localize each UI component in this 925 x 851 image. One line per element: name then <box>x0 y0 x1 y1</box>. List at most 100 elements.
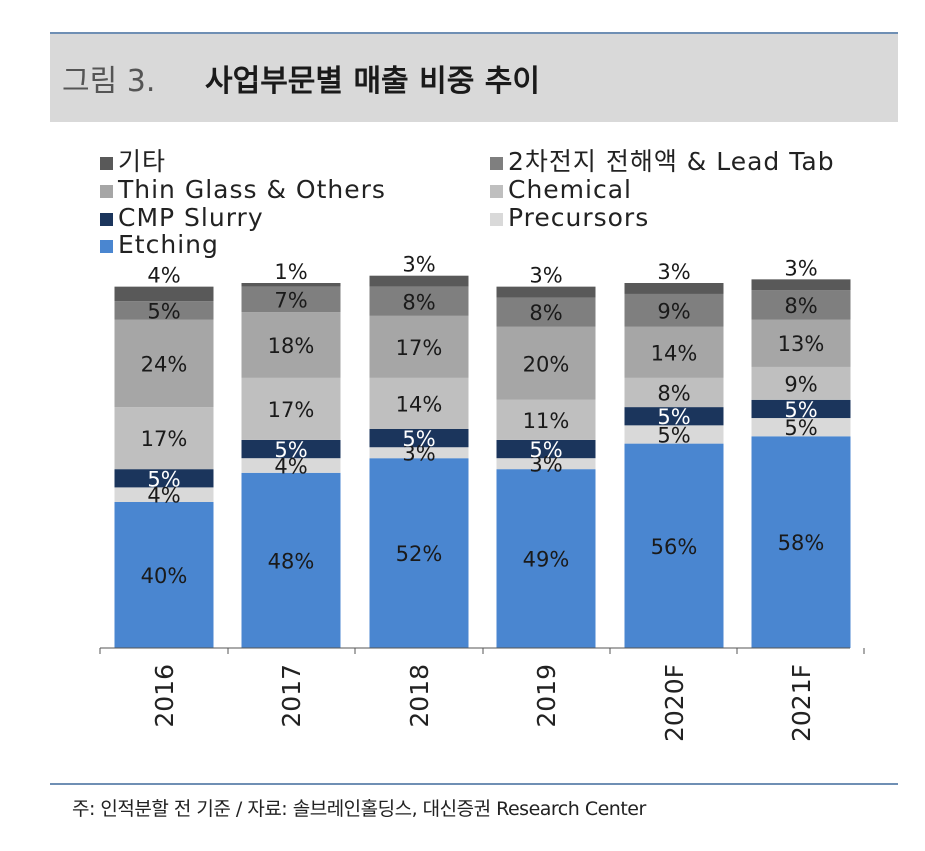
chart-data-labels: 40%4%5%17%24%5%4%48%4%5%17%18%7%1%52%3%5… <box>141 253 825 588</box>
bar-segment-2차전지-전해액-lead-tab-2018 <box>369 286 469 316</box>
data-label-precursors-2021f: 5% <box>784 416 817 440</box>
legend-label: Etching <box>118 230 219 259</box>
data-label-precursors-2018: 3% <box>402 442 435 466</box>
bar-segment-cmp-slurry-2016 <box>114 469 214 488</box>
data-label-chemical-2019: 11% <box>523 409 570 433</box>
data-label-etching-2019: 49% <box>523 548 570 572</box>
data-label-cmp-slurry-2021f: 5% <box>784 398 817 422</box>
bar-segment-thin-glass-others-2018 <box>369 315 469 378</box>
data-label-precursors-2020f: 5% <box>657 423 690 447</box>
data-label-chemical-2020f: 8% <box>657 382 690 406</box>
legend-label: CMP Slurry <box>118 203 264 232</box>
data-label-precursors-2016: 4% <box>147 484 180 508</box>
data-label-etching-2017: 48% <box>268 549 315 573</box>
bar-segment-chemical-2017 <box>241 377 341 440</box>
data-label-cmp-slurry-2017: 5% <box>274 438 307 462</box>
bar-segment-etching-2021f <box>751 436 851 648</box>
legend-swatch <box>490 157 503 170</box>
data-label-chemical-2018: 14% <box>396 392 443 416</box>
bar-segment-etching-2018 <box>369 458 469 648</box>
bar-segment-chemical-2016 <box>114 407 214 470</box>
data-label-thin-glass-others-2019: 20% <box>523 352 570 376</box>
data-label-precursors-2019: 3% <box>529 453 562 477</box>
bar-segment-thin-glass-others-2017 <box>241 312 341 378</box>
data-label-2차전지-전해액-lead-tab-2016: 5% <box>147 299 180 323</box>
legend-label: 기타 <box>118 147 166 176</box>
bar-segment-etching-2016 <box>114 502 214 648</box>
figure-title: 사업부문별 매출 비중 추이 <box>205 64 540 99</box>
bar-segment-2차전지-전해액-lead-tab-2020f <box>624 293 724 327</box>
legend-item-precursors: Precursors <box>490 203 649 232</box>
data-label-기타-2017: 1% <box>274 260 307 284</box>
bar-segment-cmp-slurry-2021f <box>751 399 851 419</box>
data-label-thin-glass-others-2018: 17% <box>396 336 443 360</box>
bar-segment-chemical-2019 <box>496 399 596 440</box>
data-label-2차전지-전해액-lead-tab-2017: 7% <box>274 288 307 312</box>
figure-label: 그림 3. <box>62 64 156 99</box>
data-label-precursors-2017: 4% <box>274 455 307 479</box>
bar-segment-etching-2017 <box>241 472 341 648</box>
legend-swatch <box>100 157 113 170</box>
x-tick-label-2020f: 2020F <box>660 664 689 742</box>
data-label-etching-2020f: 56% <box>651 535 698 559</box>
data-label-cmp-slurry-2019: 5% <box>529 438 562 462</box>
data-label-cmp-slurry-2018: 5% <box>402 427 435 451</box>
legend-item-etching: Etching <box>100 230 219 259</box>
data-label-chemical-2017: 17% <box>268 398 315 422</box>
x-tick-label-2016: 2016 <box>150 664 179 728</box>
bar-segment-precursors-2020f <box>624 425 724 444</box>
chart-legend: 기타 2차전지 전해액 & Lead Tab Thin Glass & Others… <box>100 147 835 259</box>
data-label-2차전지-전해액-lead-tab-2018: 8% <box>402 290 435 314</box>
bar-segment-기타-2020f <box>624 283 724 294</box>
x-tick-label-2018: 2018 <box>405 664 434 728</box>
bar-segment-thin-glass-others-2020f <box>624 326 724 378</box>
x-tick-label-2019: 2019 <box>532 664 561 728</box>
legend-swatch <box>490 213 503 226</box>
bar-segment-기타-2018 <box>369 275 469 287</box>
bar-segment-cmp-slurry-2019 <box>496 439 596 459</box>
bar-segment-precursors-2021f <box>751 418 851 437</box>
bar-segment-chemical-2020f <box>624 377 724 408</box>
legend-swatch <box>100 240 113 253</box>
legend-swatch <box>490 185 503 198</box>
bar-segment-thin-glass-others-2019 <box>496 326 596 400</box>
bar-segment-2차전지-전해액-lead-tab-2016 <box>114 301 214 320</box>
bar-segment-cmp-slurry-2020f <box>624 407 724 426</box>
data-label-기타-2020f: 3% <box>657 260 690 284</box>
data-label-chemical-2016: 17% <box>141 427 188 451</box>
bar-segment-etching-2019 <box>496 469 596 648</box>
data-label-thin-glass-others-2017: 18% <box>268 334 315 358</box>
legend-label: 2차전지 전해액 & Lead Tab <box>508 147 835 176</box>
legend-item-thin-glass-others: Thin Glass & Others <box>100 175 386 204</box>
stacked-bar-chart: 기타 2차전지 전해액 & Lead Tab Thin Glass & Others… <box>99 147 865 742</box>
bar-segment-precursors-2019 <box>496 458 596 470</box>
bar-segment-기타-2019 <box>496 286 596 298</box>
data-label-chemical-2021f: 9% <box>784 372 817 396</box>
legend-swatch <box>100 185 113 198</box>
data-label-thin-glass-others-2021f: 13% <box>778 332 825 356</box>
chart-x-axis: 2016 2017 2018 2019 2020F 2021F <box>99 647 865 742</box>
bar-segment-cmp-slurry-2017 <box>241 439 341 459</box>
chart-bars <box>114 275 851 648</box>
data-label-cmp-slurry-2020f: 5% <box>657 405 690 429</box>
data-label-thin-glass-others-2020f: 14% <box>651 341 698 365</box>
bar-segment-2차전지-전해액-lead-tab-2021f <box>751 290 851 320</box>
data-label-기타-2021f: 3% <box>784 256 817 280</box>
data-label-기타-2016: 4% <box>147 264 180 288</box>
bar-segment-기타-2017 <box>241 283 341 287</box>
data-label-2차전지-전해액-lead-tab-2020f: 9% <box>657 299 690 323</box>
bar-segment-chemical-2018 <box>369 377 469 429</box>
bar-segment-chemical-2021f <box>751 366 851 400</box>
bar-segment-precursors-2018 <box>369 447 469 459</box>
data-label-기타-2019: 3% <box>529 264 562 288</box>
legend-label: Precursors <box>508 203 649 232</box>
data-label-기타-2018: 3% <box>402 253 435 277</box>
legend-item-기타: 기타 <box>100 147 166 176</box>
data-label-etching-2018: 52% <box>396 542 443 566</box>
data-label-etching-2021f: 58% <box>778 531 825 555</box>
source-footnote: 주: 인적분할 전 기준 / 자료: 솔브레인홀딩스, 대신증권 Researc… <box>72 798 646 820</box>
data-label-etching-2016: 40% <box>141 564 188 588</box>
legend-label: Thin Glass & Others <box>117 175 386 204</box>
bar-segment-thin-glass-others-2021f <box>751 319 851 367</box>
title-band <box>50 34 898 122</box>
